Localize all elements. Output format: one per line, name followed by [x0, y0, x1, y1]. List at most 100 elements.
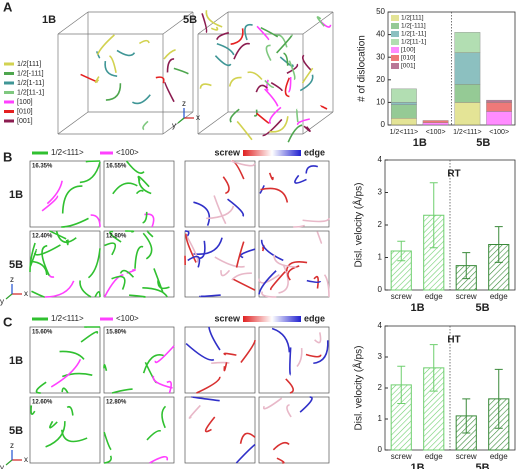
- dislocation-line: [230, 28, 244, 45]
- dislocation-line: [185, 233, 197, 263]
- simulation-image: [258, 396, 330, 464]
- image-frame: [258, 326, 330, 394]
- dislocation-line: [323, 274, 330, 298]
- y-axis-label: # of dislocation: [357, 35, 368, 102]
- bar-segment: [454, 102, 481, 126]
- dislocation-line: [80, 330, 99, 343]
- x-tick-label: <100>: [489, 129, 509, 136]
- row-label: 5B: [9, 425, 23, 437]
- dislocation-line: [61, 387, 69, 394]
- dislocation-line: [29, 242, 36, 272]
- y-tick-label: 1: [378, 253, 383, 262]
- image-frame: [184, 230, 256, 298]
- axis-label: x: [24, 455, 28, 464]
- dislocation-line: [316, 16, 325, 27]
- dislocation-line: [278, 264, 289, 294]
- dislocation-line: [119, 269, 135, 278]
- bar-segment: [454, 84, 481, 103]
- x-tick-label: 1/2<111>: [390, 129, 419, 136]
- image-frame: [258, 230, 330, 298]
- dislocation-line: [283, 52, 289, 66]
- dislocation-line: [316, 231, 323, 244]
- dislocation-line: [166, 58, 175, 73]
- dislocation-line: [260, 26, 279, 38]
- dislocation-line: [45, 421, 66, 448]
- image-frame: [103, 326, 175, 394]
- dislocation-line: [301, 67, 314, 84]
- y-tick-label: 10: [376, 98, 385, 107]
- dislocation-line: [188, 404, 201, 419]
- x-tick-label: screw: [391, 292, 412, 301]
- dislocation-line: [129, 294, 146, 298]
- bar-segment: [390, 104, 417, 119]
- x-tick-label: edge: [425, 452, 443, 461]
- dislocation-line: [268, 172, 274, 181]
- dislocation-line: [138, 39, 150, 45]
- simulation-image: 15.80%: [103, 326, 175, 394]
- group-label: 5B: [476, 137, 490, 149]
- dislocation-line: [204, 416, 216, 433]
- image-frame: [258, 396, 330, 464]
- legend-label: 1/2[11-1]: [401, 39, 426, 46]
- dislocation-line: [239, 248, 256, 259]
- dislocation-line: [231, 277, 256, 291]
- box-edge: [57, 111, 89, 135]
- dislocation-line: [157, 280, 170, 290]
- error-bar: [429, 182, 438, 249]
- dislocation-line: [235, 443, 256, 464]
- dislocation-line: [286, 63, 299, 74]
- x-tick-label: 1/2<111>: [453, 129, 482, 136]
- dislocation-line: [205, 10, 223, 28]
- dislocation-line: [79, 161, 101, 184]
- dislocation-line: [154, 345, 175, 364]
- dislocation-line: [305, 353, 322, 358]
- x-tick-label: edge: [490, 292, 508, 301]
- bar-segment: [486, 111, 513, 126]
- legend-label: [100]: [17, 99, 33, 106]
- legend-label: 1/2[1-11]: [17, 80, 44, 87]
- dislocation-line: [112, 182, 138, 195]
- x-tick-label: <100>: [426, 129, 446, 136]
- bar-segment: [390, 88, 417, 103]
- simulation-image: [184, 230, 256, 298]
- dislocation-line: [142, 120, 149, 131]
- image-frame: [103, 230, 175, 298]
- dislocation-line: [131, 94, 151, 105]
- dislocation-line: [111, 275, 126, 290]
- box-edge: [162, 11, 194, 35]
- legend-swatch: [391, 47, 399, 53]
- bar-segment: [454, 52, 481, 85]
- dislocation-line: [125, 230, 135, 233]
- dislocation-line: [271, 327, 291, 353]
- box-edge: [302, 11, 334, 35]
- dislocation-line: [134, 245, 144, 269]
- dislocation-line: [260, 239, 284, 262]
- scale-label: screw: [214, 147, 241, 157]
- image-frame: [258, 160, 330, 228]
- y-tick-label: 0: [381, 120, 386, 129]
- dislocation-line: [66, 405, 74, 416]
- dislocation-line: [199, 294, 221, 298]
- group-label: 1B: [410, 462, 424, 469]
- y-tick-label: 50: [376, 7, 385, 16]
- dislocation-line: [87, 248, 101, 279]
- strain-label: 15.60%: [32, 330, 53, 336]
- row-label: 5B: [9, 259, 23, 271]
- dislocation-line: [220, 269, 231, 277]
- legend-swatch: [391, 23, 399, 29]
- axis-triad: x z y: [172, 99, 200, 130]
- scale-label: edge: [304, 147, 325, 157]
- dislocation-line: [314, 332, 322, 344]
- dislocation-line: [228, 76, 242, 87]
- dislocation-line: [273, 254, 297, 268]
- y-tick-label: 3: [378, 188, 383, 197]
- dislocation-line: [103, 364, 108, 372]
- legend-label: 1/2[111]: [401, 15, 424, 22]
- image-frame: [184, 326, 256, 394]
- x-tick-label: screw: [456, 292, 477, 301]
- legend-swatch: [391, 63, 399, 69]
- scale-label: screw: [214, 313, 241, 323]
- error-bar: [462, 252, 471, 280]
- image-frame: [29, 326, 101, 394]
- dislocation-line: [103, 455, 112, 464]
